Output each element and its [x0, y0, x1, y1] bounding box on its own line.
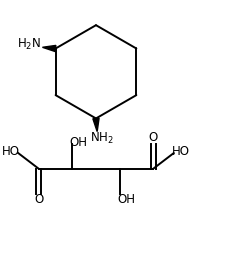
Text: O: O — [149, 131, 158, 144]
Polygon shape — [93, 118, 99, 132]
Text: HO: HO — [172, 145, 190, 158]
Polygon shape — [42, 45, 56, 52]
Text: $\mathregular{H_2N}$: $\mathregular{H_2N}$ — [17, 37, 41, 52]
Text: O: O — [34, 193, 43, 206]
Text: OH: OH — [118, 193, 136, 206]
Text: $\mathregular{NH_2}$: $\mathregular{NH_2}$ — [90, 131, 115, 146]
Text: OH: OH — [70, 136, 88, 149]
Text: HO: HO — [2, 145, 20, 158]
